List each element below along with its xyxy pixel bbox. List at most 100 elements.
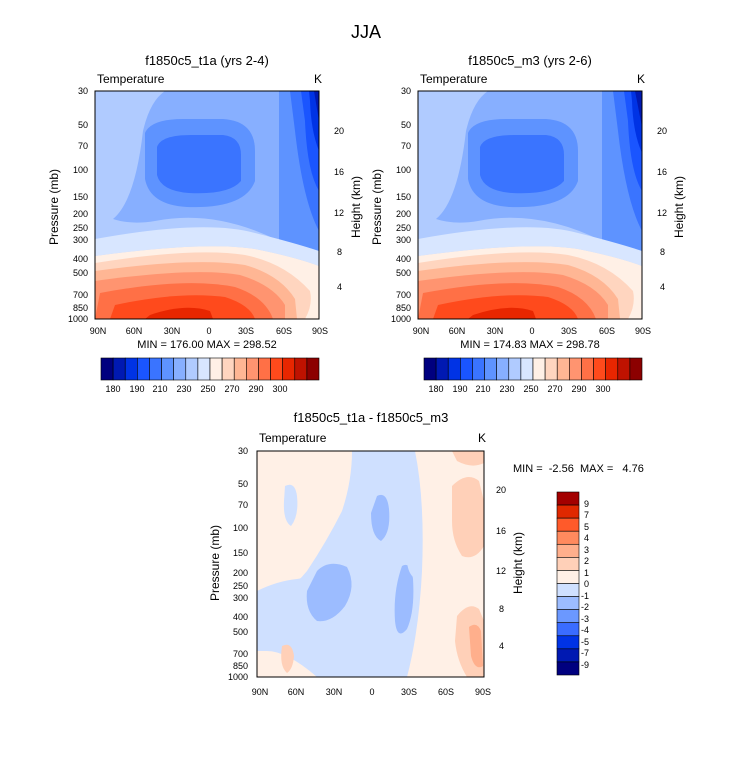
colorbar-swatch xyxy=(161,357,174,381)
colorbar-label: 270 xyxy=(224,384,239,394)
y-tick-label: 100 xyxy=(233,523,248,533)
temperature-field xyxy=(95,91,319,319)
colorbar-swatch xyxy=(149,357,162,381)
colorbar-label: 230 xyxy=(499,384,514,394)
y-axis: 30 50 70 100 150 200 250 300 400 500 700… xyxy=(391,86,411,324)
panel-t1a: f1850c5_t1a (yrs 2-4) Temperature K xyxy=(47,53,363,394)
x-tick-label: 60N xyxy=(449,326,466,336)
field-band xyxy=(635,91,642,127)
colorbar-label: 250 xyxy=(523,384,538,394)
panel-left-label: Temperature xyxy=(420,72,488,86)
colorbar-label: -3 xyxy=(581,614,589,624)
field-band xyxy=(95,227,319,266)
y-tick-label: 700 xyxy=(73,290,88,300)
x-tick-label: 90S xyxy=(475,687,491,697)
colorbar-label: 290 xyxy=(248,384,263,394)
colorbar-label: 180 xyxy=(105,384,120,394)
y-tick-label: 30 xyxy=(238,446,248,456)
panel-right-label: K xyxy=(637,72,645,86)
x-tick-label: 60S xyxy=(276,326,292,336)
x-tick-label: 30S xyxy=(561,326,577,336)
colorbar-swatch xyxy=(460,357,473,381)
y2-axis: 20 16 12 8 4 xyxy=(657,126,667,292)
stats-text: MIN = 176.00 MAX = 298.52 xyxy=(137,339,276,351)
colorbar-swatch xyxy=(556,491,580,506)
y-tick-label: 100 xyxy=(396,165,411,175)
y-tick-label: 250 xyxy=(73,223,88,233)
y-axis: 30 50 70 100 150 200 250 300 400 500 700… xyxy=(228,446,248,682)
y-tick-label: 150 xyxy=(73,192,88,202)
y2-tick-label: 4 xyxy=(337,282,342,292)
y-axis-label: Pressure (mb) xyxy=(47,169,61,245)
field-band xyxy=(452,451,484,466)
field-band xyxy=(145,307,213,319)
y-axis: 30 50 70 100 150 200 250 300 400 500 700… xyxy=(68,86,88,324)
field-band xyxy=(371,494,390,541)
panel-m3: f1850c5_m3 (yrs 2-6) Temperature K xyxy=(370,53,686,394)
x-tick-label: 90N xyxy=(252,687,269,697)
colorbar-label: 210 xyxy=(475,384,490,394)
field-band xyxy=(480,135,564,194)
x-tick-label: 90S xyxy=(635,326,651,336)
x-tick-label: 90N xyxy=(90,326,107,336)
page-title: JJA xyxy=(351,22,381,42)
temperature-field xyxy=(418,91,642,319)
colorbar-swatch xyxy=(209,357,223,381)
y2-tick-label: 20 xyxy=(334,126,344,136)
x-tick-label: 30N xyxy=(164,326,181,336)
colorbar-label: 190 xyxy=(129,384,144,394)
colorbar-swatch xyxy=(556,661,580,676)
y-tick-label: 1000 xyxy=(228,672,248,682)
y-tick-label: 250 xyxy=(233,581,248,591)
panel-title: f1850c5_t1a - f1850c5_m3 xyxy=(294,410,449,425)
y-tick-label: 200 xyxy=(233,568,248,578)
colorbar-swatch xyxy=(270,357,283,381)
colorbar-swatch xyxy=(423,357,437,381)
field-band xyxy=(306,563,352,622)
y-tick-label: 850 xyxy=(396,303,411,313)
colorbar-label: 210 xyxy=(152,384,167,394)
stats-text: MIN = -2.56 MAX = 4.76 xyxy=(513,463,644,475)
y-tick-label: 700 xyxy=(396,290,411,300)
y-tick-label: 250 xyxy=(396,223,411,233)
y-tick-label: 400 xyxy=(396,254,411,264)
field-band xyxy=(469,624,483,668)
field-band xyxy=(407,557,417,577)
field-band xyxy=(157,135,241,194)
colorbar-swatch xyxy=(556,635,580,650)
y-tick-label: 70 xyxy=(401,141,411,151)
y-tick-label: 300 xyxy=(233,593,248,603)
y-tick-label: 1000 xyxy=(391,314,411,324)
colorbar-swatch xyxy=(556,648,580,663)
colorbar-swatch xyxy=(556,622,580,637)
y2-tick-label: 8 xyxy=(337,247,342,257)
y-tick-label: 300 xyxy=(73,235,88,245)
field-band xyxy=(283,484,298,526)
colorbar-label: -4 xyxy=(581,625,589,635)
y-tick-label: 30 xyxy=(401,86,411,96)
colorbar-label: 300 xyxy=(595,384,610,394)
colorbar-swatch xyxy=(112,357,126,381)
y-tick-label: 1000 xyxy=(68,314,88,324)
y2-tick-label: 8 xyxy=(660,247,665,257)
y-tick-label: 30 xyxy=(78,86,88,96)
y-tick-label: 70 xyxy=(238,500,248,510)
y-tick-label: 50 xyxy=(238,479,248,489)
colorbar-label: 290 xyxy=(571,384,586,394)
x-axis: 90N 60N 30N 0 30S 60S 90S xyxy=(90,326,328,336)
y2-tick-label: 20 xyxy=(496,485,506,495)
y-tick-label: 400 xyxy=(233,612,248,622)
y-tick-label: 200 xyxy=(396,209,411,219)
colorbar-label: -9 xyxy=(581,660,589,670)
colorbar-swatch xyxy=(294,357,308,381)
colorbar-swatch xyxy=(581,357,594,381)
colorbar-label: -1 xyxy=(581,591,589,601)
colorbar-swatch xyxy=(221,357,235,381)
y-tick-label: 50 xyxy=(401,120,411,130)
colorbar-swatch xyxy=(185,357,199,381)
y2-tick-label: 20 xyxy=(657,126,667,136)
colorbar-label: -5 xyxy=(581,637,589,647)
colorbar-label: 2 xyxy=(584,556,589,566)
y-tick-label: 200 xyxy=(73,209,88,219)
colorbar-label: 270 xyxy=(547,384,562,394)
